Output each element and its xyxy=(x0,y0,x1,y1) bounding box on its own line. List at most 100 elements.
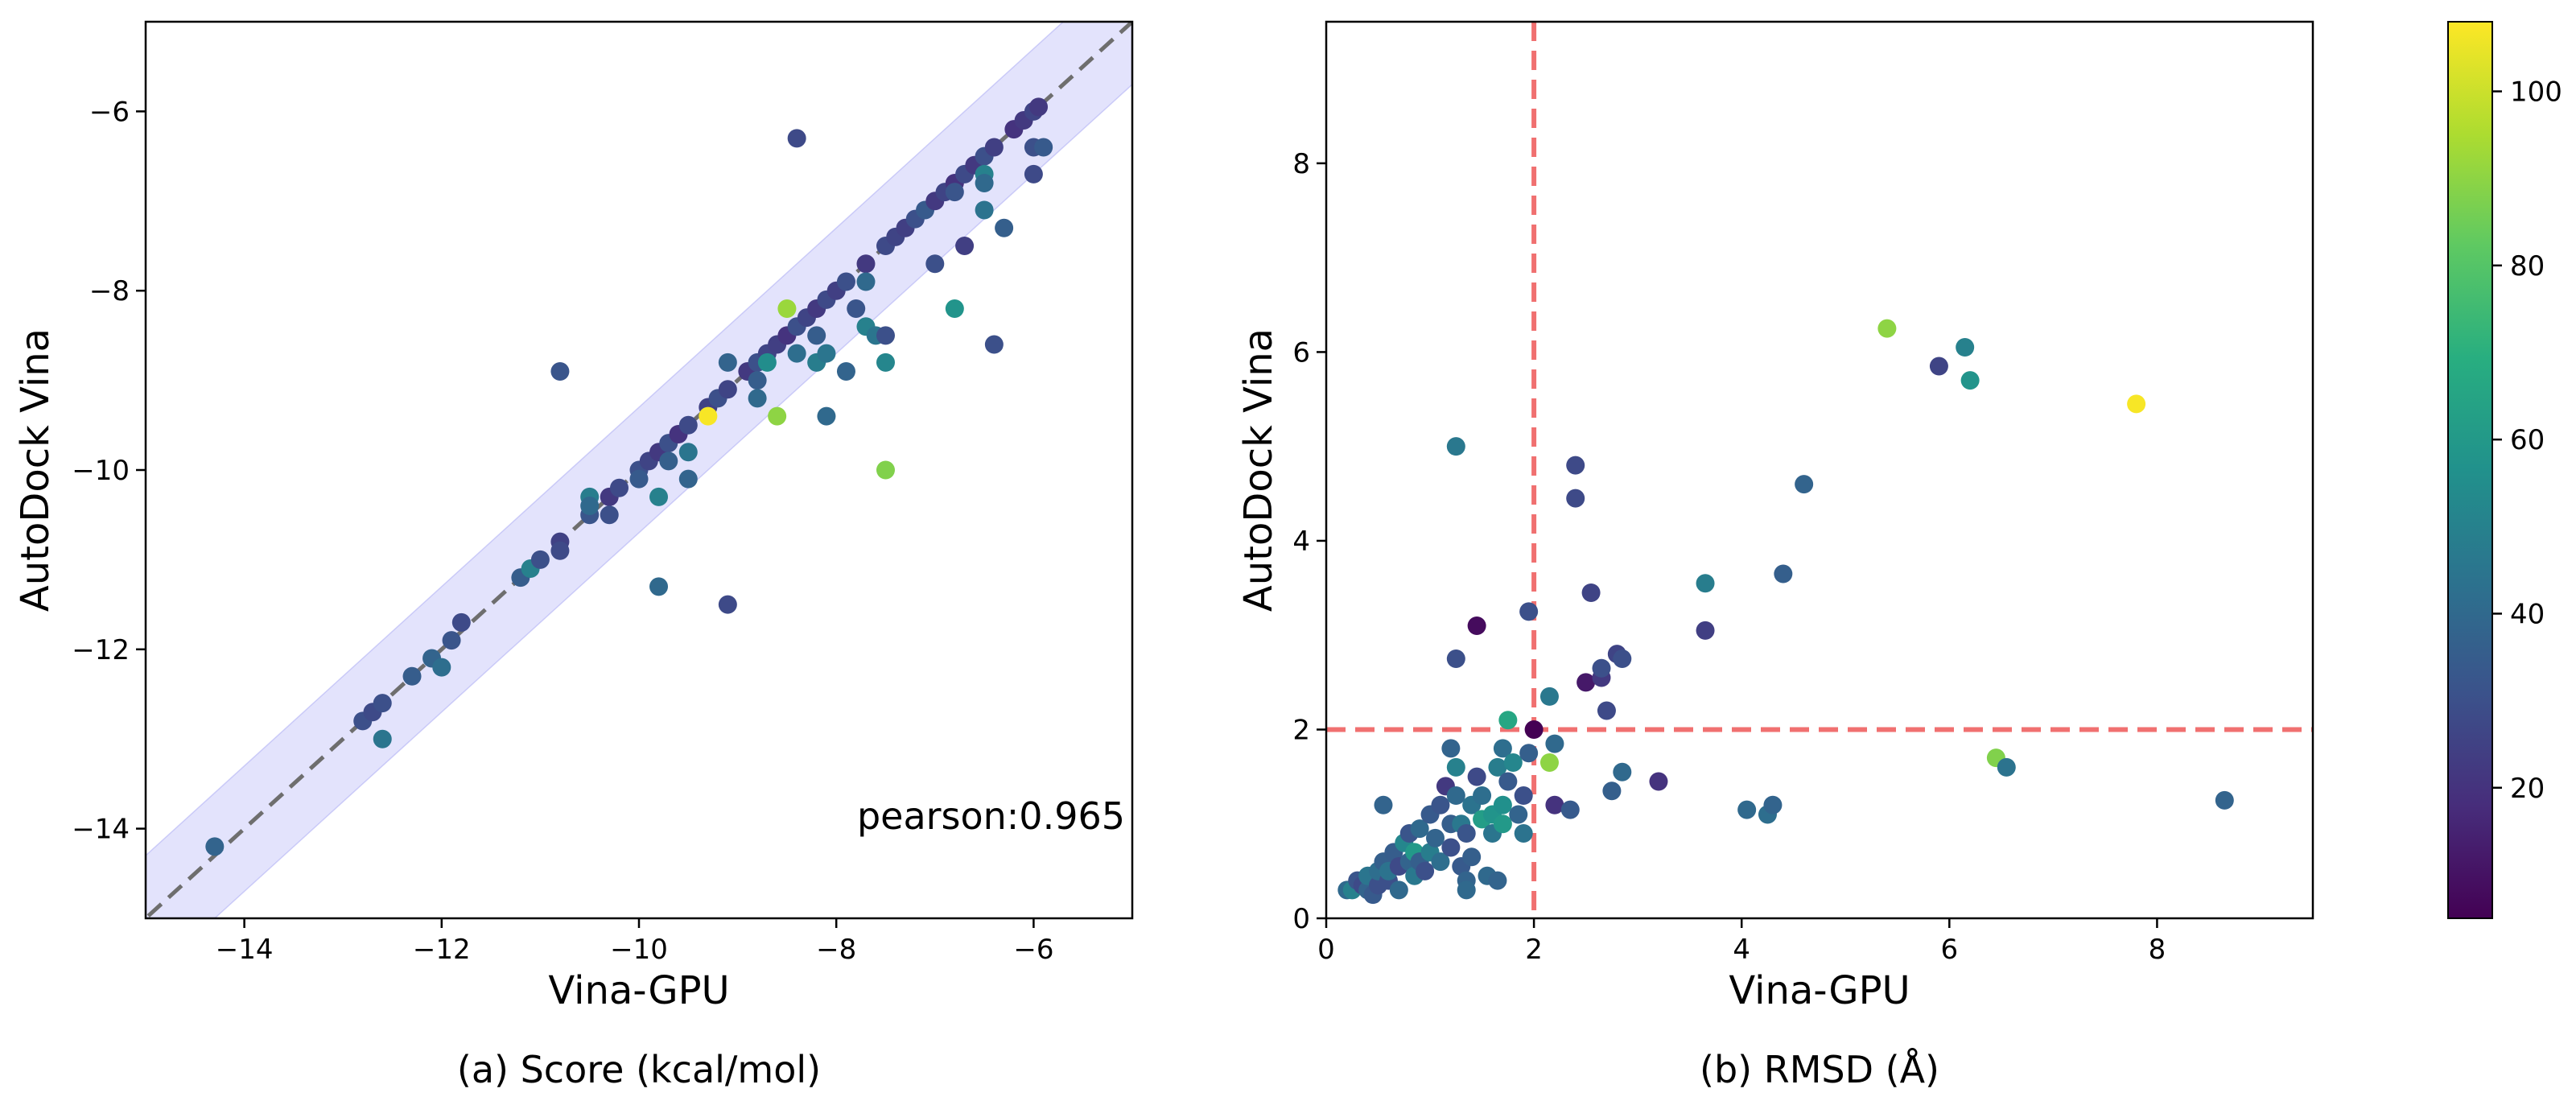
data-point xyxy=(1566,489,1585,508)
x-tick-label: −12 xyxy=(413,934,471,966)
colorbar-tick-label: 40 xyxy=(2510,598,2545,630)
data-point xyxy=(847,299,866,318)
data-point xyxy=(629,469,649,489)
y-tick-label: −12 xyxy=(72,634,130,666)
data-point xyxy=(1649,772,1668,791)
data-point xyxy=(748,371,767,390)
colorbar-gradient xyxy=(2447,21,2493,919)
data-point xyxy=(1457,823,1476,843)
x-tick-label: 8 xyxy=(2149,934,2166,966)
data-point xyxy=(1545,734,1564,753)
data-point xyxy=(1960,371,1980,390)
x-tick-label: −6 xyxy=(1013,934,1053,966)
plot-frame-b xyxy=(1325,20,2314,920)
y-tick-label: −8 xyxy=(89,275,130,307)
x-tick-label: 4 xyxy=(1733,934,1750,966)
data-point xyxy=(1441,739,1461,758)
panel-b-rmsd: 0 2 4 6 8 0 2 4 6 8 Vina-GPU AutoDock Vina (b) R… xyxy=(1236,20,2314,1091)
data-point xyxy=(836,361,855,381)
data-point xyxy=(1416,861,1435,880)
data-point xyxy=(876,326,895,345)
caption-b: (b) RMSD (Å) xyxy=(1700,1048,1939,1091)
data-point xyxy=(1519,744,1539,763)
data-point xyxy=(678,469,698,489)
data-point xyxy=(678,415,698,435)
data-point xyxy=(1774,564,1793,583)
data-point xyxy=(1514,823,1533,843)
data-point xyxy=(1493,739,1512,758)
data-point xyxy=(1696,621,1715,640)
data-point xyxy=(1446,437,1465,456)
data-point xyxy=(402,666,422,686)
data-point xyxy=(768,406,787,426)
panel-a-score: −14 −12 −10 −8 −6 −14 −12 −10 −8 −6 pearson:0.96… xyxy=(13,20,1134,1091)
data-point xyxy=(1613,649,1632,669)
data-point xyxy=(1457,880,1476,900)
data-point xyxy=(1737,800,1757,819)
y-axis-label-a: AutoDock Vina xyxy=(13,328,58,612)
data-point xyxy=(1467,767,1486,786)
data-point xyxy=(718,380,737,399)
data-point xyxy=(1514,786,1533,806)
data-point xyxy=(975,200,994,220)
data-point xyxy=(373,694,392,713)
data-point xyxy=(1024,164,1043,184)
data-point xyxy=(2127,394,2146,414)
data-point xyxy=(876,460,895,480)
x-axis-label-a: Vina-GPU xyxy=(548,968,729,1013)
data-point xyxy=(1581,583,1601,602)
data-point xyxy=(1613,762,1632,781)
data-point xyxy=(1763,795,1783,814)
data-point xyxy=(1539,753,1559,773)
data-point xyxy=(678,443,698,462)
data-point xyxy=(1956,338,1975,357)
data-point xyxy=(609,478,629,497)
x-tick-label: −8 xyxy=(816,934,856,966)
data-point xyxy=(1592,658,1611,678)
y-tick-label: 6 xyxy=(1292,336,1310,369)
data-point xyxy=(1997,757,2016,777)
data-point xyxy=(1431,795,1450,814)
pearson-annotation: pearson:0.965 xyxy=(857,794,1125,838)
data-point xyxy=(1034,138,1053,157)
colorbar-tick-label: 60 xyxy=(2510,424,2545,456)
data-point xyxy=(1446,757,1465,777)
data-point xyxy=(1696,574,1715,593)
data-point xyxy=(1566,456,1585,475)
data-point xyxy=(600,505,619,525)
x-tick-label: −14 xyxy=(216,934,274,966)
data-point xyxy=(1493,795,1512,814)
data-point xyxy=(856,272,876,291)
data-point xyxy=(984,335,1004,354)
data-point xyxy=(530,550,550,569)
y-tick-label: −14 xyxy=(72,814,130,846)
data-point xyxy=(1410,819,1429,839)
y-tick-label: −6 xyxy=(89,96,130,128)
data-point xyxy=(995,218,1014,237)
data-point xyxy=(1473,786,1492,806)
x-tick-label: −10 xyxy=(610,934,668,966)
data-point xyxy=(1467,616,1486,635)
caption-a: (a) Score (kcal/mol) xyxy=(457,1048,821,1091)
data-point xyxy=(945,183,964,202)
data-point xyxy=(1493,814,1512,834)
data-point xyxy=(1539,687,1559,706)
y-axis-label-b: AutoDock Vina xyxy=(1236,328,1281,612)
data-point xyxy=(1462,847,1482,867)
data-point xyxy=(718,353,737,372)
colorbar: 20 40 60 80 100 xyxy=(2447,21,2562,919)
data-point xyxy=(1426,828,1445,847)
data-point xyxy=(748,389,767,408)
data-point xyxy=(1524,720,1544,739)
data-point xyxy=(432,658,451,677)
data-point xyxy=(945,299,964,318)
y-tick-label: 8 xyxy=(1292,148,1310,180)
colorbar-tick-label: 80 xyxy=(2510,250,2545,282)
confidence-band xyxy=(146,22,1132,918)
data-point xyxy=(205,837,225,856)
data-point xyxy=(373,729,392,748)
data-point xyxy=(1029,97,1049,117)
data-point xyxy=(580,497,600,516)
data-point xyxy=(1795,475,1814,494)
data-point xyxy=(1488,757,1507,777)
